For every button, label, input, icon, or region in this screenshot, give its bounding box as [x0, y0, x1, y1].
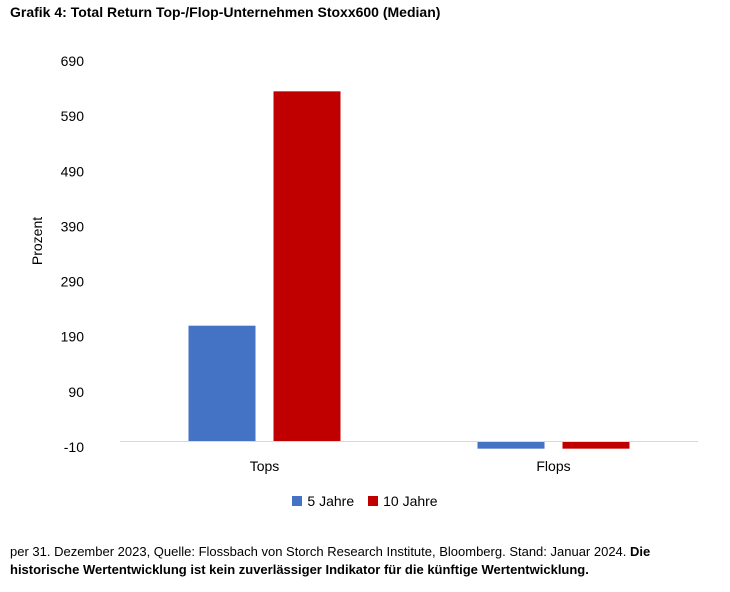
- legend-label-10-jahre: 10 Jahre: [383, 493, 438, 509]
- legend-item-10-jahre: 10 Jahre: [368, 493, 438, 509]
- legend: 5 Jahre 10 Jahre: [0, 493, 730, 509]
- legend-swatch-5-jahre: [292, 496, 303, 506]
- x-axis-ticks: Tops Flops: [250, 458, 571, 474]
- y-tick-label: 490: [61, 163, 85, 179]
- bar-tops-5-jahre: [188, 325, 256, 442]
- x-tick-label-flops: Flops: [536, 458, 570, 474]
- legend-label-5-jahre: 5 Jahre: [307, 493, 355, 509]
- footnote-source: per 31. Dezember 2023, Quelle: Flossbach…: [10, 544, 631, 559]
- legend-item-5-jahre: 5 Jahre: [292, 493, 354, 509]
- y-tick-label: 390: [61, 218, 85, 234]
- bar-flops-5-jahre: [477, 441, 545, 449]
- footnote: per 31. Dezember 2023, Quelle: Flossbach…: [10, 543, 720, 579]
- y-axis-ticks: 690 590 490 390 290 190 90 -10: [61, 53, 85, 455]
- y-tick-label: 590: [61, 108, 85, 124]
- bar-flops-10-jahre: [562, 441, 630, 449]
- legend-swatch-10-jahre: [368, 496, 379, 506]
- y-tick-label: 690: [61, 53, 85, 69]
- bar-chart: 690 590 490 390 290 190 90 -10 Prozent Tops Flop…: [29, 53, 698, 474]
- y-axis-label: Prozent: [29, 217, 45, 265]
- y-tick-label: 90: [68, 384, 84, 400]
- footnote-disclaimer: Die historische Wertentwicklung ist kein…: [10, 544, 651, 577]
- bar-tops-10-jahre: [273, 91, 341, 442]
- y-tick-label: -10: [64, 439, 84, 455]
- bars: [188, 91, 630, 449]
- x-tick-label-tops: Tops: [250, 458, 280, 474]
- y-tick-label: 190: [61, 329, 85, 345]
- chart-title: Grafik 4: Total Return Top-/Flop-Unterne…: [10, 4, 441, 20]
- y-tick-label: 290: [61, 274, 85, 290]
